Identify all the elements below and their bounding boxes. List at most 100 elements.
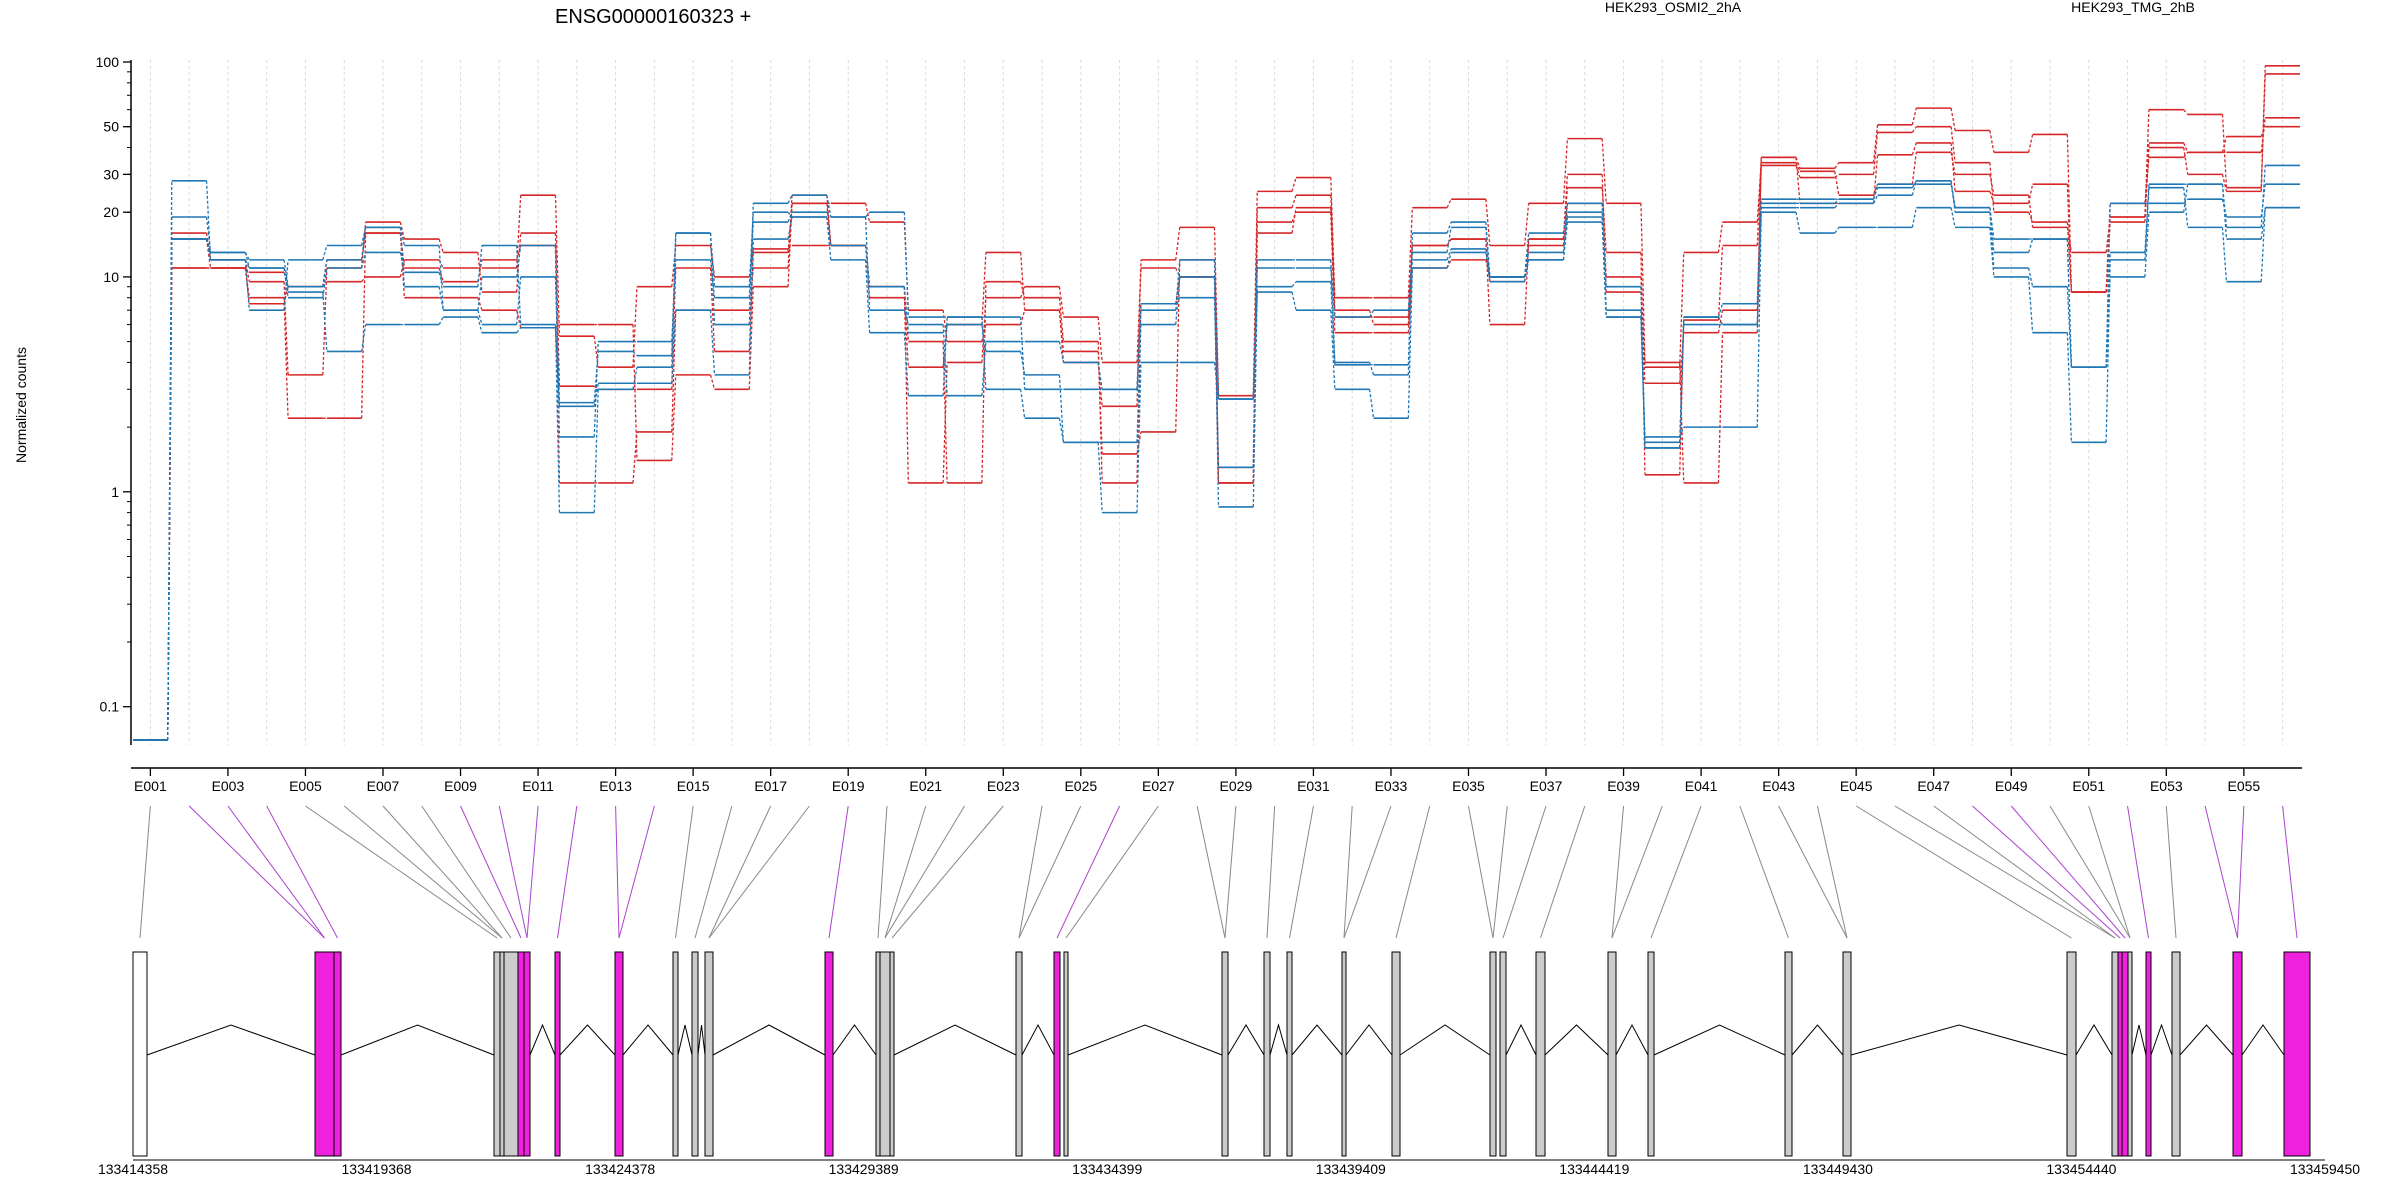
level-connector <box>205 238 212 261</box>
exon-box <box>523 951 531 1157</box>
level-connector <box>1989 227 1995 277</box>
intron <box>340 1024 495 1056</box>
level-connector <box>399 227 406 287</box>
exon-tick-label: E001 <box>134 778 167 794</box>
level-connector <box>1136 303 1142 390</box>
level-connector <box>1523 239 1530 325</box>
exon-connector <box>891 805 1004 939</box>
level-connector <box>360 252 367 269</box>
exon-tick-label: E027 <box>1142 778 1175 794</box>
series-lines <box>133 65 2300 741</box>
level-connector <box>826 211 832 218</box>
level-connector <box>2260 184 2266 218</box>
exon-connector <box>1018 805 1082 939</box>
level-connector <box>671 267 677 390</box>
level-connector <box>1330 281 1336 365</box>
level-connector <box>1717 245 1724 321</box>
level-connector <box>1872 154 1879 204</box>
exon-connector <box>1492 805 1508 939</box>
exon-tick-label: E019 <box>832 778 865 794</box>
level-connector <box>593 383 599 407</box>
level-connector <box>1407 267 1413 419</box>
level-connector <box>1213 259 1220 400</box>
exon-box <box>1221 951 1229 1157</box>
level-connector <box>1756 157 1762 333</box>
level-connector <box>554 327 561 407</box>
intron <box>2241 1024 2285 1056</box>
exon-connector <box>828 805 849 939</box>
level-connector <box>1989 130 1995 153</box>
level-connector <box>2221 199 2228 218</box>
level-connector <box>1175 259 1181 432</box>
exon-connector <box>1502 805 1547 939</box>
y-tick-label: 100 <box>96 54 120 70</box>
level-connector <box>322 267 328 375</box>
level-connector <box>1368 389 1375 419</box>
level-connector <box>554 233 561 387</box>
level-connector <box>167 239 173 741</box>
intron <box>559 1024 616 1056</box>
exon-connector <box>615 805 620 939</box>
exon-tick-label: E035 <box>1452 778 1485 794</box>
level-connector <box>981 281 987 483</box>
level-connector <box>322 259 328 287</box>
intron <box>712 1024 826 1056</box>
level-connector <box>1872 132 1879 175</box>
level-connector <box>1950 142 1956 192</box>
level-connector <box>554 245 561 437</box>
level-connector <box>1523 203 1530 246</box>
exon-box <box>704 951 714 1157</box>
exon-box <box>2066 951 2077 1157</box>
level-connector <box>2221 174 2228 192</box>
level-connector <box>1020 281 1026 298</box>
level-connector <box>516 245 522 277</box>
level-connector <box>1136 362 1142 513</box>
exon-connector <box>1540 805 1586 939</box>
genomic-coordinate-label: 133414358 <box>98 1161 168 1177</box>
level-connector <box>1601 203 1607 287</box>
level-connector <box>864 259 871 333</box>
exon-box <box>2283 951 2311 1157</box>
level-connector <box>1446 252 1452 269</box>
level-connector <box>477 276 483 311</box>
exon-box <box>554 951 561 1157</box>
intron <box>2075 1024 2113 1056</box>
level-connector <box>865 211 871 218</box>
grid-lines <box>149 60 2284 745</box>
series-7 <box>133 180 2300 741</box>
intron <box>1399 1024 1491 1056</box>
level-connector <box>1950 207 1956 228</box>
exon-connector <box>1816 805 1848 939</box>
level-connector <box>322 245 328 261</box>
exon-tick-label: E007 <box>367 778 400 794</box>
exon-connector <box>305 805 498 939</box>
level-connector <box>1058 374 1065 443</box>
exon-connector <box>1972 805 2121 939</box>
level-connector <box>787 211 793 218</box>
level-connector <box>399 259 406 278</box>
genomic-coordinate-label: 133434399 <box>1072 1161 1142 1177</box>
legend-entry-tmg: HEK293_TMG_2hB <box>2071 0 2195 15</box>
exon-connector <box>2010 805 2126 939</box>
exon-connector <box>877 805 888 939</box>
level-connector <box>632 367 638 390</box>
y-axis-label: Normalized counts <box>13 347 29 463</box>
level-connector <box>1911 180 1917 189</box>
level-connector <box>244 259 250 269</box>
level-connector <box>477 310 483 325</box>
level-connector <box>1601 187 1607 253</box>
level-connector <box>1175 259 1181 311</box>
exon-connector <box>557 805 578 939</box>
exon-tick-label: E025 <box>1064 778 1097 794</box>
level-connector <box>1291 291 1297 311</box>
level-connector <box>360 233 367 419</box>
chart-title: ENSG00000160323 + <box>555 6 751 28</box>
exon-tick-label: E021 <box>909 778 942 794</box>
exon-connector <box>1739 805 1789 939</box>
level-connector <box>2260 117 2266 153</box>
level-connector <box>2066 332 2073 443</box>
level-connector <box>2027 184 2034 204</box>
level-connector <box>1446 198 1452 208</box>
exon-box <box>503 951 519 1157</box>
exon-box <box>1341 951 1347 1157</box>
